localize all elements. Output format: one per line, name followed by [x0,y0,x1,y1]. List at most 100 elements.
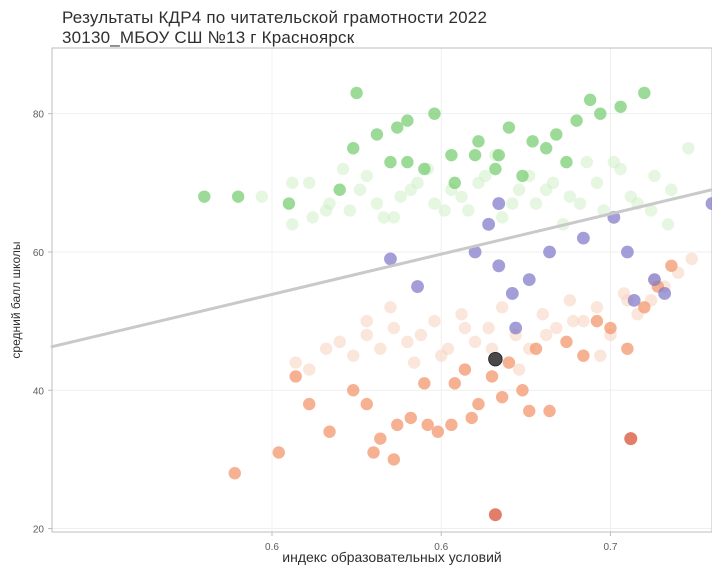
scatter-point [448,377,461,390]
chart-subtitle: 30130_МБОУ СШ №13 г Красноярск [62,28,355,47]
scatter-point [529,342,543,355]
scatter-point [384,301,397,314]
scatter-point [482,217,496,231]
scatter-point [468,335,482,349]
scatter-point [502,121,516,134]
scatter-point [228,467,241,480]
scatter-point [387,453,401,466]
scatter-point [347,142,360,155]
scatter-point [567,314,580,328]
scatter-point [512,363,526,376]
scatter-point [428,197,441,210]
scatter-point [482,321,495,335]
scatter-point [414,328,428,342]
scatter-point [360,314,373,328]
scatter-point [648,169,661,183]
scatter-point [448,176,461,190]
scatter-point [374,432,387,445]
scatter-point [624,190,637,203]
scatter-point [573,197,587,210]
scatter-point [472,397,485,411]
scatter-point [455,308,468,321]
scatter-point [472,176,485,190]
scatter-point [627,293,641,307]
scatter-point [231,190,245,203]
scatter-point [462,204,475,217]
scatter-point [488,508,502,522]
scatter-point [522,273,536,287]
scatter-point [370,197,384,210]
scatter-point [665,183,678,196]
scatter-point [492,259,506,273]
scatter-point [590,301,604,314]
x-tick-label: 0.6 [265,542,279,553]
scatter-point [360,328,373,342]
scatter-point [418,377,431,390]
y-tick-label: 60 [33,248,45,259]
scatter-point [529,197,543,210]
scatter-point [563,294,577,307]
scatter-point [289,370,302,383]
scatter-point [286,218,299,231]
scatter-point [445,148,458,162]
scatter-point [465,411,478,425]
scatter-point [370,128,384,141]
scatter-point [550,128,563,141]
scatter-point [550,321,563,335]
scatter-point [621,342,634,355]
point-layer [198,86,712,522]
scatter-point [485,370,499,383]
scatter-point [644,204,658,217]
scatter-point [360,397,373,411]
scatter-point [594,107,607,120]
plot-border [51,47,712,533]
scatter-point [543,245,556,259]
scatter-point [576,231,590,245]
scatter-point [438,204,451,217]
scatter-point [495,211,509,224]
scatter-point [384,252,397,266]
scatter-point [435,349,448,362]
tick-label-layer: 20 40 60 80 0.6 0.6 0.7 [33,110,618,553]
scatter-point [428,314,441,328]
scatter-point [347,349,360,362]
scatter-point [495,390,509,404]
scatter-point [286,176,299,190]
scatter-point [350,86,363,100]
x-axis-title: индекс образовательных условий [282,549,501,565]
scatter-point [384,155,397,169]
scatter-point [303,363,316,376]
scatter-point [468,245,482,259]
scatter-point [455,190,468,203]
scatter-point [516,384,529,397]
scatter-point [336,162,350,176]
scatter-point [580,155,593,169]
scatter-point [685,252,698,266]
scatter-point [509,321,523,335]
scatter-point [343,204,357,217]
scatter-point [198,190,211,203]
scatter-point [495,301,509,314]
scatter-point [323,425,336,438]
scatter-point [658,287,672,300]
chart-title: Результаты КДР4 по читательской грамотно… [62,8,488,27]
scatter-point [705,197,712,210]
scatter-point [607,155,621,169]
scatter-point [468,148,482,162]
scatter-point [539,183,553,196]
scatter-point [374,342,387,355]
scatter-point [333,335,346,349]
scatter-point [333,183,346,196]
scatter-point [401,114,414,127]
scatter-point [458,363,472,376]
scatter-point [543,404,556,418]
scatter-point [472,135,485,148]
scatter-point [255,190,269,203]
scatter-point [394,190,407,203]
scatter-point [353,183,367,196]
scatter-point [604,321,617,335]
grid-layer [52,48,712,532]
scatter-point [445,418,458,432]
scatter-point [492,197,506,210]
